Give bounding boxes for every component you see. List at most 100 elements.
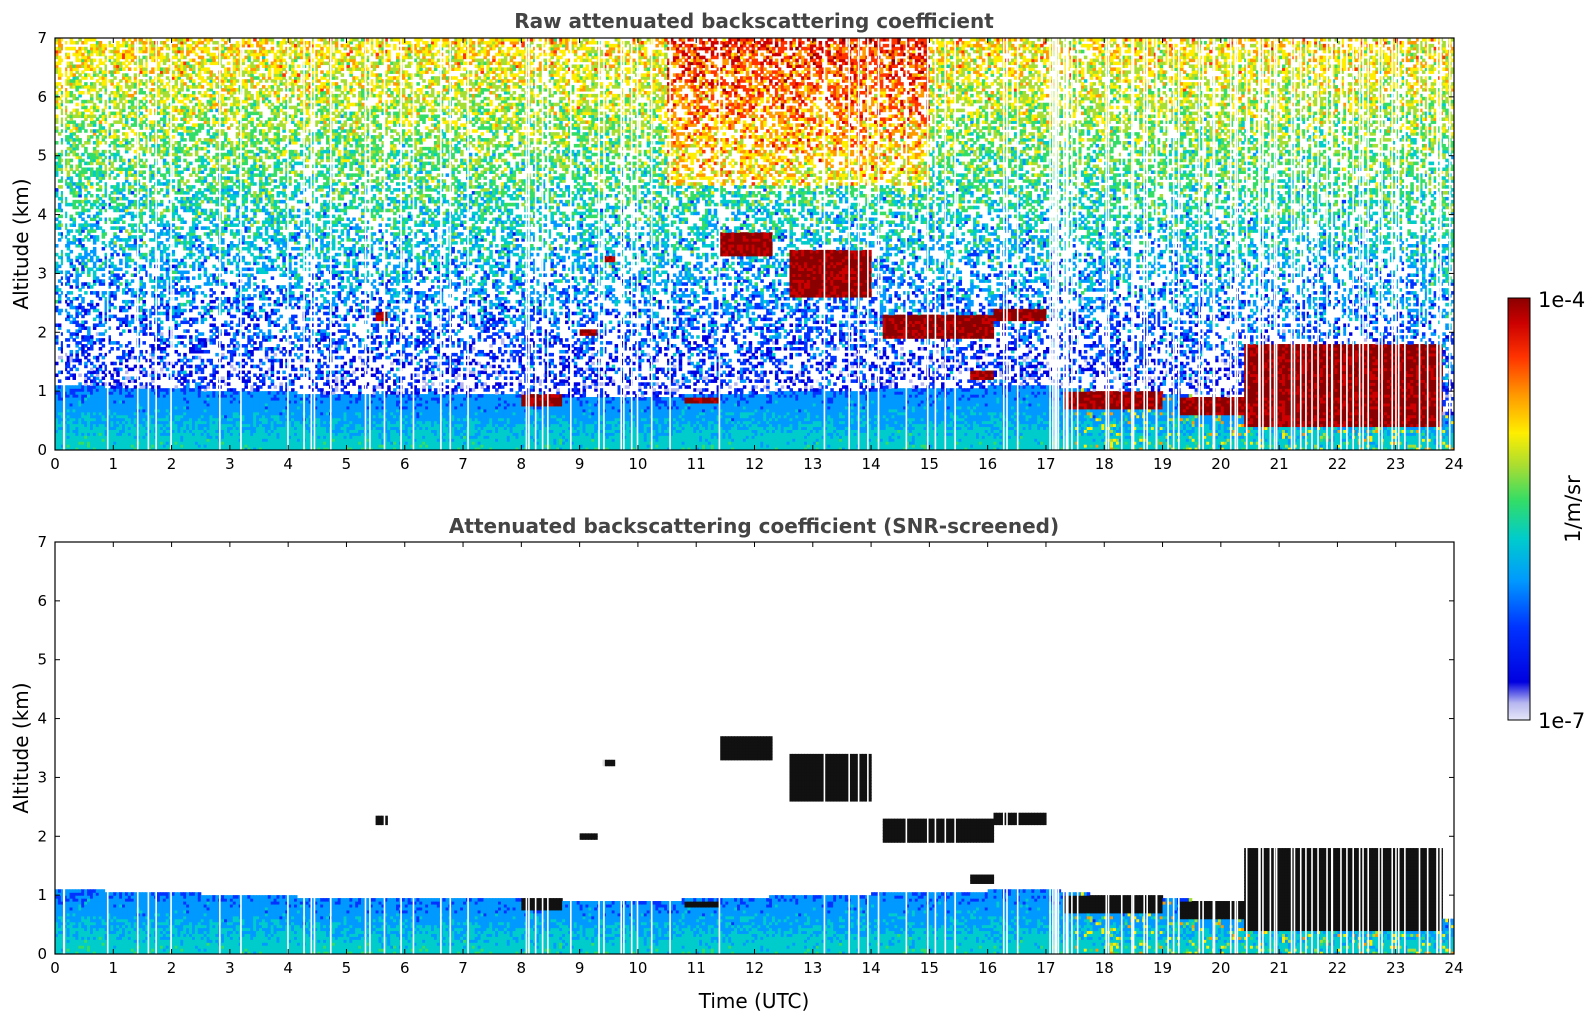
heatmap-cell [119, 85, 123, 89]
panel-raw-heatmap [55, 38, 1455, 451]
heatmap-cell [70, 291, 74, 295]
heatmap-cell [70, 159, 74, 163]
heatmap-cell [142, 265, 146, 269]
heatmap-cell [96, 106, 100, 110]
heatmap-cell [131, 138, 135, 142]
heatmap-cell [96, 291, 100, 295]
heatmap-cell [125, 270, 129, 274]
heatmap-cell [125, 132, 129, 136]
heatmap-cell [70, 165, 74, 169]
heatmap-cell [90, 94, 94, 98]
heatmap-cell [142, 282, 146, 286]
heatmap-cell [142, 212, 146, 216]
heatmap-cell [58, 379, 62, 383]
heatmap-cell [160, 332, 164, 336]
heatmap-cell [70, 259, 74, 263]
heatmap-cell [96, 303, 100, 307]
heatmap-cell [75, 268, 79, 272]
heatmap-cell [140, 276, 144, 280]
heatmap-cell [84, 247, 88, 251]
heatmap-cell [78, 373, 82, 377]
heatmap-cell [134, 326, 138, 330]
heatmap-cell [113, 76, 117, 80]
heatmap-cell [81, 297, 85, 301]
heatmap-cell [70, 273, 74, 277]
heatmap-cell [131, 315, 135, 319]
heatmap-cell [84, 321, 88, 325]
heatmap-cell [160, 326, 164, 330]
panel-raw-title: Raw attenuated backscattering coefficien… [514, 9, 994, 33]
heatmap-cell [90, 335, 94, 339]
figure: Raw attenuated backscattering coefficien… [0, 0, 1595, 1020]
heatmap-cell [72, 373, 76, 377]
heatmap-cell [75, 368, 79, 372]
heatmap-cell [131, 279, 135, 283]
heatmap-cell [128, 329, 132, 333]
heatmap-cell [113, 362, 117, 366]
heatmap-cell [90, 300, 94, 304]
heatmap-cell [142, 341, 146, 345]
heatmap-cell [116, 150, 120, 154]
heatmap-cell [67, 53, 71, 57]
heatmap-cell [99, 94, 103, 98]
heatmap-cell [70, 229, 74, 233]
heatmap-cell [122, 329, 126, 333]
heatmap-cell [70, 350, 74, 354]
panel-raw: Raw attenuated backscattering coefficien… [9, 9, 1464, 473]
heatmap-cell [102, 344, 106, 348]
heatmap-cell [87, 326, 91, 330]
heatmap-cell [84, 147, 88, 151]
heatmap-cell [119, 368, 123, 372]
heatmap-cell [70, 285, 74, 289]
heatmap-cell [151, 247, 155, 251]
heatmap-cell [102, 338, 106, 342]
heatmap-cell [160, 200, 164, 204]
heatmap-cell [99, 218, 103, 222]
heatmap-cell [119, 259, 123, 263]
heatmap-cell [151, 362, 155, 366]
heatmap-cell [58, 323, 62, 327]
heatmap-cell [90, 182, 94, 186]
heatmap-cell [96, 235, 100, 239]
heatmap-cell [140, 350, 144, 354]
heatmap-cell [58, 67, 62, 71]
heatmap-cell [157, 167, 161, 171]
heatmap-cell [116, 253, 120, 257]
heatmap-cell [116, 182, 120, 186]
heatmap-cell [131, 347, 135, 351]
heatmap-cell [75, 103, 79, 107]
heatmap-cell [128, 265, 132, 269]
heatmap-cell [128, 341, 132, 345]
heatmap-cell [93, 247, 97, 251]
heatmap-cell [84, 291, 88, 295]
heatmap-cell [119, 268, 123, 272]
heatmap-cell [70, 176, 74, 180]
heatmap-cell [128, 253, 132, 257]
heatmap-cell [131, 144, 135, 148]
heatmap-cell [122, 220, 126, 224]
heatmap-cell [90, 194, 94, 198]
heatmap-cell [116, 135, 120, 139]
heatmap-cell [131, 300, 135, 304]
heatmap-cell [128, 76, 132, 80]
heatmap-cell [116, 129, 120, 133]
heatmap-cell [142, 300, 146, 304]
heatmap-cell [142, 170, 146, 174]
heatmap-cell [84, 129, 88, 133]
heatmap-cell [160, 273, 164, 277]
heatmap-cell [99, 312, 103, 316]
heatmap-cell [160, 321, 164, 325]
heatmap-cell [70, 250, 74, 254]
heatmap-cell [67, 344, 71, 348]
heatmap-cell [110, 347, 114, 351]
heatmap-cell [99, 185, 103, 189]
heatmap-cell [113, 306, 117, 310]
heatmap-cell [102, 279, 106, 283]
heatmap-cell [102, 273, 106, 277]
heatmap-cell [72, 218, 76, 222]
heatmap-cell [128, 67, 132, 71]
heatmap-cell [142, 176, 146, 180]
heatmap-cell [160, 188, 164, 192]
heatmap-cell [87, 353, 91, 357]
heatmap-cell [78, 138, 82, 142]
